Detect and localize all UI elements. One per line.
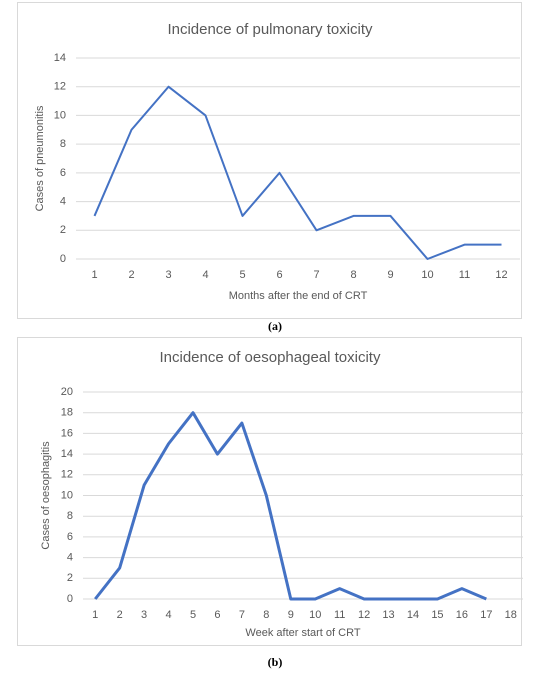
y-tick-label: 10 <box>54 109 66 121</box>
caption: (b) <box>268 655 283 669</box>
x-tick-label: 7 <box>313 269 319 281</box>
x-tick-label: 12 <box>495 269 507 281</box>
y-tick-label: 16 <box>61 427 73 439</box>
x-tick-label: 4 <box>165 609 171 621</box>
y-axis-label: Cases of pneumonitis <box>34 105 46 211</box>
x-tick-label: 8 <box>263 609 269 621</box>
x-tick-label: 8 <box>350 269 356 281</box>
y-tick-label: 4 <box>60 195 66 207</box>
x-tick-label: 5 <box>190 609 196 621</box>
caption: (a) <box>268 319 282 333</box>
chart-frame <box>17 337 522 646</box>
x-tick-label: 6 <box>214 609 220 621</box>
data-line <box>94 411 487 601</box>
x-tick-label: 18 <box>505 609 517 621</box>
y-tick-label: 0 <box>60 253 66 265</box>
x-tick-label: 2 <box>117 609 123 621</box>
y-tick-label: 2 <box>67 572 73 584</box>
y-tick-label: 4 <box>67 552 73 564</box>
x-tick-label: 16 <box>456 609 468 621</box>
data-line <box>93 85 502 260</box>
x-axis-label: Week after start of CRT <box>245 627 360 639</box>
y-tick-label: 10 <box>61 489 73 501</box>
x-tick-label: 17 <box>480 609 492 621</box>
x-tick-label: 5 <box>239 269 245 281</box>
y-tick-label: 6 <box>60 167 66 179</box>
x-tick-label: 14 <box>407 609 419 621</box>
x-tick-label: 13 <box>382 609 394 621</box>
x-tick-label: 11 <box>459 269 470 281</box>
x-tick-label: 10 <box>309 609 321 621</box>
x-tick-label: 11 <box>334 609 345 621</box>
x-tick-label: 7 <box>239 609 245 621</box>
y-tick-label: 12 <box>61 469 73 481</box>
chart-frame <box>17 2 522 319</box>
chart-title: Incidence of oesophageal toxicity <box>160 349 381 366</box>
y-tick-label: 6 <box>67 531 73 543</box>
y-tick-label: 20 <box>61 386 73 398</box>
y-tick-label: 8 <box>60 138 66 150</box>
x-tick-label: 1 <box>91 269 97 281</box>
x-tick-label: 9 <box>288 609 294 621</box>
y-tick-label: 8 <box>67 510 73 522</box>
x-tick-label: 1 <box>92 609 98 621</box>
y-tick-label: 12 <box>54 81 66 93</box>
x-tick-label: 6 <box>276 269 282 281</box>
x-tick-label: 2 <box>128 269 134 281</box>
y-tick-label: 2 <box>60 224 66 236</box>
x-tick-label: 3 <box>165 269 171 281</box>
x-tick-label: 10 <box>421 269 433 281</box>
y-axis-label: Cases of oesophagitis <box>40 441 52 550</box>
y-tick-label: 14 <box>54 52 66 64</box>
y-tick-label: 14 <box>61 448 73 460</box>
y-tick-label: 0 <box>67 593 73 605</box>
x-tick-label: 9 <box>387 269 393 281</box>
x-tick-label: 3 <box>141 609 147 621</box>
x-tick-label: 4 <box>202 269 208 281</box>
x-tick-label: 15 <box>431 609 443 621</box>
chart-title: Incidence of pulmonary toxicity <box>167 21 373 38</box>
x-tick-label: 12 <box>358 609 370 621</box>
x-axis-label: Months after the end of CRT <box>229 290 368 302</box>
y-tick-label: 18 <box>61 407 73 419</box>
